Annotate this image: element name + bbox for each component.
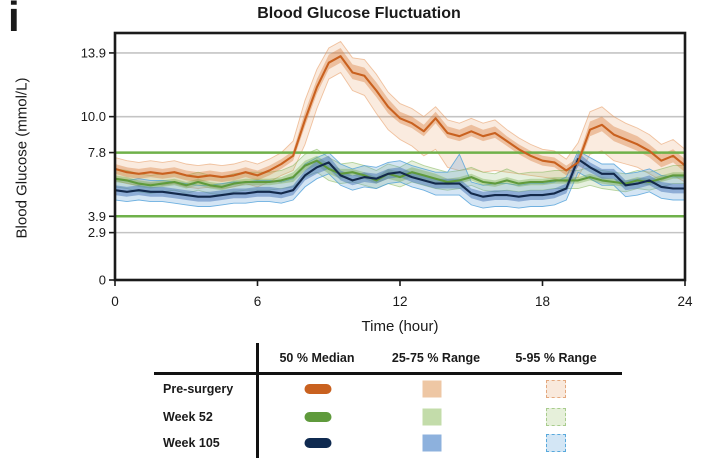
y-tick-label-3.9: 3.9 — [88, 209, 106, 224]
y-tick-label-13.9: 13.9 — [81, 45, 106, 60]
y-tick-label-2.9: 2.9 — [88, 225, 106, 240]
x-tick-label-0: 0 — [111, 294, 119, 309]
legend-header-median: 50 % Median — [279, 351, 355, 365]
x-tick-label-18: 18 — [535, 294, 550, 309]
band90-swatch-week-105 — [546, 434, 566, 452]
median-swatch-week-105 — [304, 438, 332, 448]
legend-header-band90: 5-95 % Range — [515, 351, 597, 365]
band90-swatch-pre-surgery — [546, 380, 566, 398]
x-tick-label-12: 12 — [392, 294, 407, 309]
x-tick-label-6: 6 — [254, 294, 262, 309]
chart-title: Blood Glucose Fluctuation — [257, 5, 461, 22]
band-25-75-pre-surgery — [115, 48, 685, 182]
band50-swatch-week-52 — [422, 408, 442, 426]
legend-vertical-divider — [256, 343, 259, 458]
y-tick-label-10.0: 10.0 — [81, 109, 106, 124]
legend-row-label-pre-surgery: Pre-surgery — [163, 382, 234, 396]
median-swatch-pre-surgery — [304, 384, 332, 394]
y-tick-label-7.8: 7.8 — [88, 145, 106, 160]
band90-swatch-week-52 — [546, 408, 566, 426]
legend-table: 50 % Median 25-75 % Range 5-95 % Range P… — [140, 338, 650, 463]
legend-header-band50: 25-75 % Range — [391, 351, 481, 365]
median-swatch-week-52 — [304, 412, 332, 422]
band50-swatch-pre-surgery — [422, 380, 442, 398]
x-axis-label: Time (hour) — [361, 318, 439, 335]
plot-border — [113, 31, 687, 282]
panel-label: i — [8, 0, 20, 40]
x-tick-label-24: 24 — [677, 294, 693, 309]
median-line-pre-surgery — [114, 55, 686, 179]
median-line-week-105 — [114, 158, 685, 198]
legend-row-label-week-105: Week 105 — [163, 436, 220, 450]
legend-row-label-week-52: Week 52 — [163, 410, 213, 424]
median-line-week-52 — [114, 159, 685, 188]
legend-horizontal-divider — [154, 372, 622, 375]
y-tick-label-0: 0 — [99, 273, 106, 288]
glucose-chart: 13.9 10.0 7.8 3.92.9 00 6 12 18 24 — [81, 31, 693, 309]
band50-swatch-week-105 — [422, 434, 442, 452]
